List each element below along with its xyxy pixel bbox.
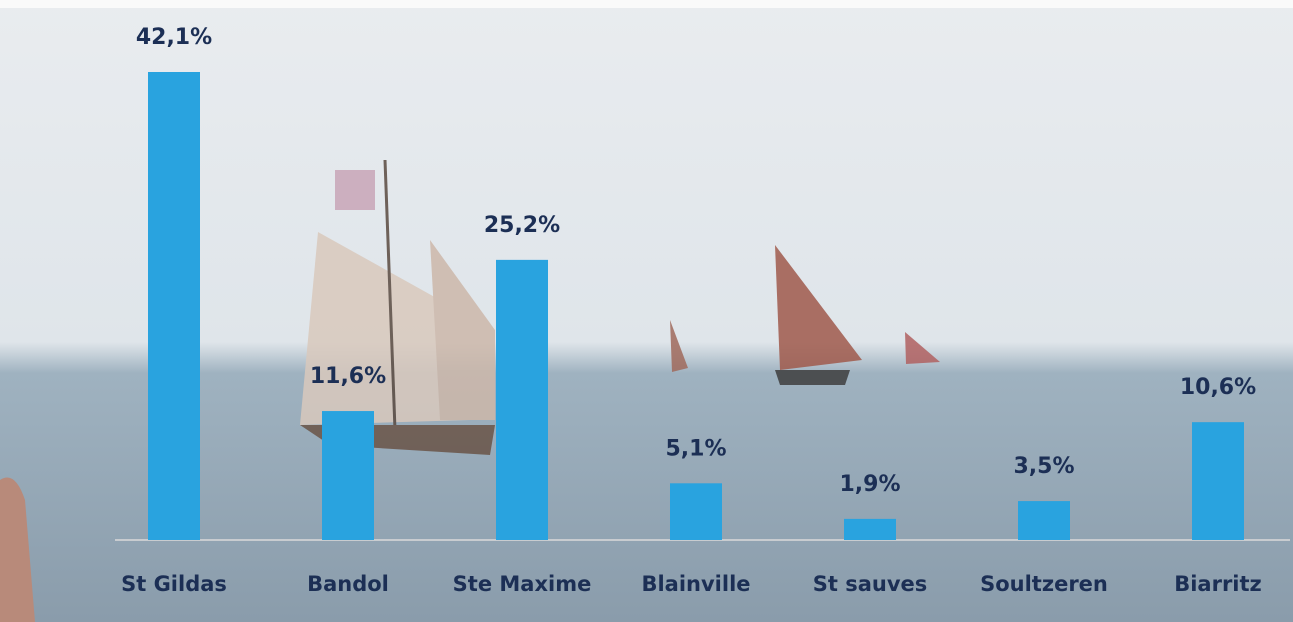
value-label: 11,6% — [310, 364, 386, 389]
value-label: 42,1% — [136, 25, 212, 50]
bar — [322, 411, 374, 540]
value-label: 25,2% — [484, 213, 560, 238]
bar — [844, 518, 896, 540]
x-tick-label: Biarritz — [1174, 572, 1262, 596]
bar — [1018, 501, 1070, 540]
bar — [1192, 422, 1244, 540]
x-tick-label: Blainville — [641, 572, 750, 596]
value-label: 3,5% — [1013, 454, 1074, 479]
value-label: 1,9% — [839, 472, 900, 497]
x-tick-label: Ste Maxime — [453, 572, 592, 596]
bar — [496, 259, 548, 540]
top-edge — [0, 0, 1293, 8]
bar — [670, 483, 722, 540]
bar — [148, 72, 200, 540]
x-tick-label: Soultzeren — [980, 572, 1108, 596]
value-label: 10,6% — [1180, 375, 1256, 400]
x-tick-label: Bandol — [307, 572, 389, 596]
foreground-figure — [0, 477, 35, 622]
x-tick-label: St Gildas — [121, 572, 227, 596]
x-tick-label: St sauves — [813, 572, 928, 596]
value-label: 5,1% — [665, 436, 726, 461]
